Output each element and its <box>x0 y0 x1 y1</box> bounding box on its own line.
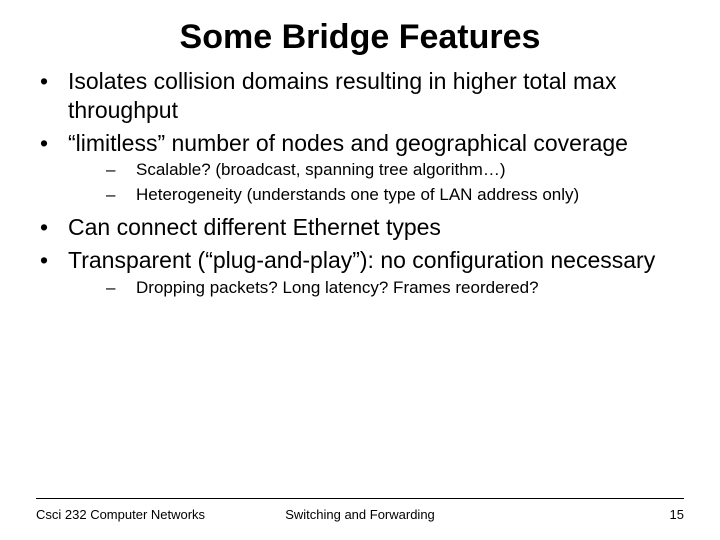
slide-title: Some Bridge Features <box>0 0 720 67</box>
sub-bullet-list: Dropping packets? Long latency? Frames r… <box>68 277 688 300</box>
sub-bullet-text: Scalable? (broadcast, spanning tree algo… <box>136 160 505 179</box>
footer-row: Csci 232 Computer Networks Switching and… <box>36 507 684 522</box>
bullet-text: Transparent (“plug-and-play”): no config… <box>68 247 655 273</box>
bullet-item: Can connect different Ethernet types <box>32 213 688 242</box>
footer-page-number: 15 <box>468 507 684 522</box>
bullet-text: “limitless” number of nodes and geograph… <box>68 130 628 156</box>
bullet-item: Transparent (“plug-and-play”): no config… <box>32 246 688 300</box>
footer-center: Switching and Forwarding <box>252 507 468 522</box>
bullet-list: Isolates collision domains resulting in … <box>32 67 688 300</box>
sub-bullet-item: Scalable? (broadcast, spanning tree algo… <box>68 159 688 182</box>
bullet-item: “limitless” number of nodes and geograph… <box>32 129 688 208</box>
sub-bullet-list: Scalable? (broadcast, spanning tree algo… <box>68 159 688 207</box>
sub-bullet-text: Dropping packets? Long latency? Frames r… <box>136 278 539 297</box>
slide: Some Bridge Features Isolates collision … <box>0 0 720 540</box>
slide-content: Isolates collision domains resulting in … <box>0 67 720 300</box>
footer-divider <box>36 498 684 499</box>
slide-footer: Csci 232 Computer Networks Switching and… <box>0 498 720 522</box>
bullet-item: Isolates collision domains resulting in … <box>32 67 688 125</box>
sub-bullet-item: Heterogeneity (understands one type of L… <box>68 184 688 207</box>
sub-bullet-text: Heterogeneity (understands one type of L… <box>136 185 579 204</box>
footer-left: Csci 232 Computer Networks <box>36 507 252 522</box>
sub-bullet-item: Dropping packets? Long latency? Frames r… <box>68 277 688 300</box>
bullet-text: Can connect different Ethernet types <box>68 214 441 240</box>
bullet-text: Isolates collision domains resulting in … <box>68 68 616 123</box>
